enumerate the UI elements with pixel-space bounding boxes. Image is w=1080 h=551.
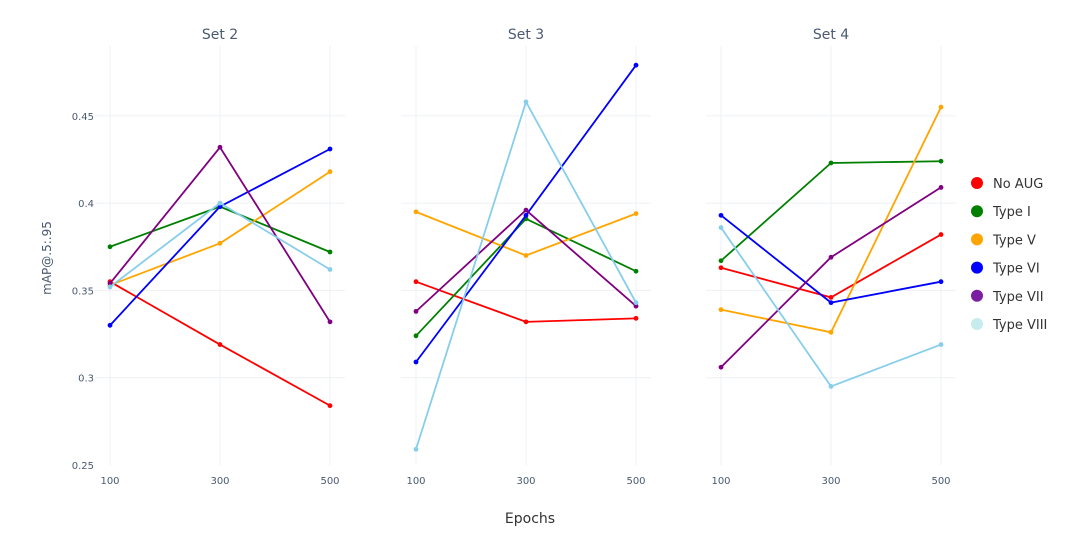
legend-marker [971, 205, 983, 218]
legend-item[interactable]: Type VII [971, 289, 1044, 305]
data-point [217, 342, 223, 347]
data-point [217, 200, 223, 206]
legend-item[interactable]: Type V [971, 233, 1036, 248]
subplots: Set 2 100 300 500 0.25 0.3 0.35 0.4 0.45 Set 3 100… [72, 27, 956, 487]
data-point [938, 104, 944, 110]
x-tick-label: 100 [711, 476, 730, 487]
data-point [413, 446, 419, 452]
subplot-3: Set 4 100 300 500 [706, 27, 956, 487]
data-point [938, 185, 944, 190]
data-point [217, 204, 223, 210]
y-axis-title: mAP@.5:.95 [40, 221, 54, 295]
x-tick-label: 500 [320, 476, 339, 487]
y-tick-label: 0.4 [78, 199, 94, 210]
data-point [828, 160, 834, 166]
data-point [718, 307, 724, 313]
legend-marker [971, 177, 983, 189]
data-point [938, 232, 944, 237]
data-point [633, 62, 639, 68]
data-point [413, 333, 419, 339]
data-point [718, 265, 724, 271]
data-point [718, 225, 724, 230]
x-tick-label: 300 [210, 476, 229, 487]
data-point [327, 267, 333, 272]
legend-marker [971, 233, 983, 246]
data-point [938, 279, 944, 285]
data-point [523, 207, 529, 213]
data-point [217, 144, 223, 150]
data-point [107, 244, 113, 250]
data-point [327, 169, 333, 175]
data-point [523, 319, 529, 325]
legend-marker [971, 289, 983, 302]
x-tick-label: 300 [516, 476, 535, 487]
subplot-1: Set 2 100 300 500 0.25 0.3 0.35 0.4 0.45 [72, 27, 345, 487]
x-tick-label: 100 [406, 476, 425, 487]
data-point [828, 384, 834, 389]
legend: No AUG Type I Type V Type VI Type VII Type VI… [971, 177, 1047, 333]
y-tick-label: 0.3 [78, 374, 94, 385]
data-point [413, 308, 419, 314]
data-point [523, 212, 529, 218]
data-point [107, 281, 113, 286]
x-axis-title: Epochs [505, 511, 555, 527]
legend-label: Type I [992, 205, 1031, 220]
data-point [327, 403, 333, 409]
data-point [217, 240, 223, 246]
x-tick-label: 500 [626, 476, 645, 487]
data-point [633, 268, 639, 274]
legend-marker [971, 261, 983, 274]
data-point [107, 322, 113, 328]
legend-label: No AUG [993, 177, 1043, 192]
data-point [938, 158, 944, 164]
y-tick-label: 0.25 [72, 461, 94, 472]
legend-label: Type VI [992, 262, 1040, 277]
data-point [413, 359, 419, 365]
legend-marker [971, 318, 983, 330]
legend-item[interactable]: Type VI [971, 261, 1040, 277]
legend-label: Type V [992, 233, 1036, 248]
x-tick-label: 100 [100, 476, 119, 487]
subplot-title: Set 3 [508, 27, 544, 43]
data-point [327, 146, 333, 152]
y-tick-label: 0.45 [72, 112, 94, 123]
data-point [413, 209, 419, 215]
data-point [828, 295, 834, 300]
data-point [327, 319, 333, 325]
data-point [107, 284, 113, 290]
data-point [828, 254, 834, 260]
data-point [413, 279, 419, 285]
legend-label: Type VIII [992, 318, 1047, 333]
data-point [718, 258, 724, 264]
subplot-title: Set 4 [813, 27, 849, 43]
data-point [633, 211, 639, 217]
data-point [938, 342, 944, 347]
legend-item[interactable]: Type I [971, 205, 1031, 220]
data-point [718, 364, 724, 370]
data-point [633, 300, 639, 306]
x-tick-label: 300 [821, 476, 840, 487]
x-tick-label: 500 [931, 476, 950, 487]
data-point [633, 303, 639, 309]
data-point [828, 329, 834, 335]
data-point [523, 253, 529, 258]
legend-label: Type VII [992, 290, 1044, 305]
legend-item[interactable]: Type VIII [971, 318, 1047, 333]
data-point [828, 300, 834, 306]
subplot-title: Set 2 [202, 27, 238, 43]
data-point [633, 315, 639, 321]
data-point [718, 212, 724, 218]
subplot-2: Set 3 100 300 500 [401, 27, 651, 487]
y-tick-label: 0.35 [72, 286, 94, 297]
data-point [327, 249, 333, 255]
data-point [523, 99, 529, 105]
legend-item[interactable]: No AUG [971, 177, 1043, 192]
